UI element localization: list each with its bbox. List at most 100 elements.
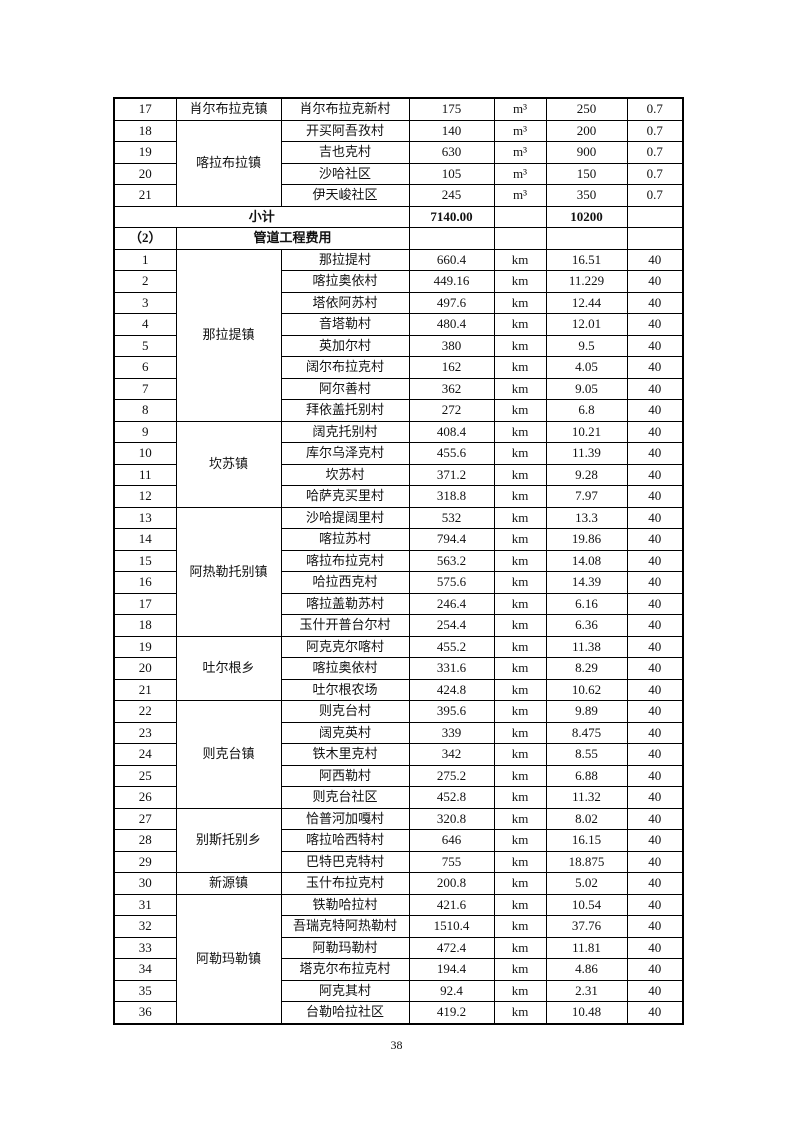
subtotal-section: 小计 7140.00 10200 （2） 管道工程费用 xyxy=(113,205,684,250)
quantity-cell: 6.88 xyxy=(545,764,628,787)
amount-cell: 794.4 xyxy=(408,528,495,551)
unit-cell: km xyxy=(493,850,547,873)
amount-cell: 92.4 xyxy=(408,979,495,1002)
quantity-cell: 16.51 xyxy=(545,248,628,271)
quantity-cell: 8.55 xyxy=(545,743,628,766)
table-row: 20 沙哈社区 105 m³ 150 0.7 xyxy=(113,162,684,185)
village-cell: 阿克其村 xyxy=(280,979,410,1002)
unit-cell: km xyxy=(493,614,547,637)
unit-cell: km xyxy=(493,528,547,551)
quantity-cell: 14.08 xyxy=(545,549,628,572)
table-row: 14 喀拉苏村 794.4 km 19.86 40 xyxy=(113,528,684,551)
table-row: 32 吾瑞克特阿热勒村 1510.4 km 37.76 40 xyxy=(113,915,684,938)
unit-price-cell: 40 xyxy=(626,829,684,852)
unit-price-cell: 40 xyxy=(626,614,684,637)
unit-cell: km xyxy=(493,786,547,809)
village-cell: 吾瑞克特阿热勒村 xyxy=(280,915,410,938)
unit-price-cell: 40 xyxy=(626,571,684,594)
village-cell: 开买阿吾孜村 xyxy=(280,119,410,142)
unit-price-cell: 40 xyxy=(626,270,684,293)
unit-cell: km xyxy=(493,356,547,379)
table-row: 29 巴特巴克特村 755 km 18.875 40 xyxy=(113,850,684,873)
row-number-cell: 11 xyxy=(113,463,177,486)
village-cell: 哈萨克买里村 xyxy=(280,485,410,508)
table-row: 13 阿热勒托别镇 沙哈提阔里村 532 km 13.3 40 xyxy=(113,506,684,637)
amount-cell: 455.6 xyxy=(408,442,495,465)
amount-cell: 254.4 xyxy=(408,614,495,637)
table-row: 21 伊天峻社区 245 m³ 350 0.7 xyxy=(113,184,684,207)
village-cell: 喀拉盖勒苏村 xyxy=(280,592,410,615)
row-number-cell: 16 xyxy=(113,571,177,594)
unit-price-cell: 40 xyxy=(626,743,684,766)
row-number-cell: 32 xyxy=(113,915,177,938)
unit-price-cell: 40 xyxy=(626,442,684,465)
quantity-cell: 200 xyxy=(545,119,628,142)
unit-price-cell: 40 xyxy=(626,248,684,271)
amount-cell: 755 xyxy=(408,850,495,873)
town-cell: 则克台镇 xyxy=(175,700,282,809)
table-row: 7 阿尔善村 362 km 9.05 40 xyxy=(113,377,684,400)
unit-cell: m³ xyxy=(493,141,547,164)
quantity-cell: 11.229 xyxy=(545,270,628,293)
town-cell: 那拉提镇 xyxy=(175,248,282,422)
town-cell: 阿热勒托别镇 xyxy=(175,506,282,637)
amount-cell: 630 xyxy=(408,141,495,164)
table-row: 4 音塔勒村 480.4 km 12.01 40 xyxy=(113,313,684,336)
row-number-cell: 28 xyxy=(113,829,177,852)
village-cell: 阿克克尔喀村 xyxy=(280,635,410,658)
unit-cell: km xyxy=(493,1001,547,1024)
row-number-cell: 24 xyxy=(113,743,177,766)
unit-price-cell: 40 xyxy=(626,979,684,1002)
table-row: 25 阿西勒村 275.2 km 6.88 40 xyxy=(113,764,684,787)
row-number-cell: 17 xyxy=(113,97,177,121)
village-cell: 音塔勒村 xyxy=(280,313,410,336)
unit-cell: km xyxy=(493,399,547,422)
unit-cell: km xyxy=(493,657,547,680)
unit-cell: km xyxy=(493,313,547,336)
table-row: 12 哈萨克买里村 318.8 km 7.97 40 xyxy=(113,485,684,508)
quantity-cell: 11.38 xyxy=(545,635,628,658)
quantity-cell: 10.54 xyxy=(545,893,628,916)
village-cell: 坎苏村 xyxy=(280,463,410,486)
table-row: 36 台勒哈拉社区 419.2 km 10.48 40 xyxy=(113,1001,684,1024)
amount-cell: 395.6 xyxy=(408,700,495,723)
amount-cell: 575.6 xyxy=(408,571,495,594)
unit-price-cell: 40 xyxy=(626,463,684,486)
row-number-cell: 27 xyxy=(113,807,177,830)
quantity-cell: 10.21 xyxy=(545,420,628,443)
amount-cell: 563.2 xyxy=(408,549,495,572)
unit-price-cell: 40 xyxy=(626,549,684,572)
amount-cell: 194.4 xyxy=(408,958,495,981)
unit-price-cell: 40 xyxy=(626,399,684,422)
amount-cell: 419.2 xyxy=(408,1001,495,1024)
row-number-cell: 14 xyxy=(113,528,177,551)
row-number-cell: 19 xyxy=(113,141,177,164)
unit-cell: km xyxy=(493,700,547,723)
quantity-cell: 4.86 xyxy=(545,958,628,981)
row-number-cell: 22 xyxy=(113,700,177,723)
quantity-cell: 12.01 xyxy=(545,313,628,336)
village-cell: 喀拉哈西特村 xyxy=(280,829,410,852)
unit-cell: km xyxy=(493,979,547,1002)
row-number-cell: 12 xyxy=(113,485,177,508)
village-cell: 库尔乌泽克村 xyxy=(280,442,410,465)
subtotal-row: 小计 7140.00 10200 xyxy=(113,205,684,228)
table-row: 17 肖尔布拉克镇 肖尔布拉克新村 175 m³ 250 0.7 xyxy=(113,97,684,121)
unit-cell: km xyxy=(493,377,547,400)
village-cell: 塔克尔布拉克村 xyxy=(280,958,410,981)
row-number-cell: 35 xyxy=(113,979,177,1002)
unit-cell: km xyxy=(493,958,547,981)
quantity-cell: 4.05 xyxy=(545,356,628,379)
table-row: 1 那拉提镇 那拉提村 660.4 km 16.51 40 xyxy=(113,248,684,422)
table-row: 21 吐尔根农场 424.8 km 10.62 40 xyxy=(113,678,684,701)
previous-section-rows: 17 肖尔布拉克镇 肖尔布拉克新村 175 m³ 250 0.7 18 喀拉布拉镇 开买阿吾孜村 1… xyxy=(113,97,684,207)
table-row: 31 阿勒玛勒镇 铁勒哈拉村 421.6 km 10.54 40 xyxy=(113,893,684,1024)
empty-cell xyxy=(493,227,547,250)
unit-price-cell: 40 xyxy=(626,915,684,938)
row-number-cell: 18 xyxy=(113,119,177,142)
table-row: 28 喀拉哈西特村 646 km 16.15 40 xyxy=(113,829,684,852)
town-cell: 肖尔布拉克镇 xyxy=(175,97,282,121)
amount-cell: 408.4 xyxy=(408,420,495,443)
amount-cell: 331.6 xyxy=(408,657,495,680)
quantity-cell: 11.39 xyxy=(545,442,628,465)
